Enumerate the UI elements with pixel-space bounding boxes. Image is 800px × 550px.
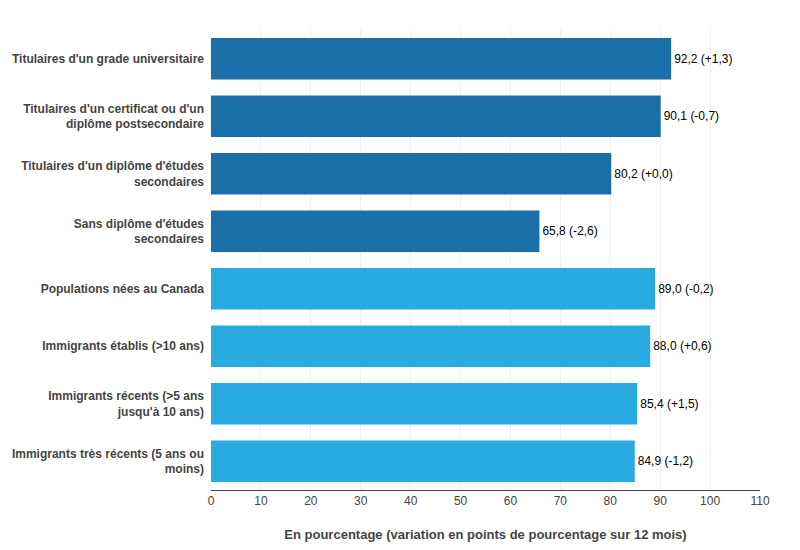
svg-text:40: 40 xyxy=(404,494,418,508)
svg-text:110: 110 xyxy=(750,494,769,508)
svg-text:En pourcentage (variation en p: En pourcentage (variation en points de p… xyxy=(284,527,686,542)
svg-text:Immigrants établis (>10 ans): Immigrants établis (>10 ans) xyxy=(42,339,204,353)
svg-text:Immigrants très récents (5 ans: Immigrants très récents (5 ans oumoins) xyxy=(12,447,204,477)
svg-text:90,1 (-0,7): 90,1 (-0,7) xyxy=(664,109,719,123)
svg-text:60: 60 xyxy=(504,494,518,508)
svg-text:80: 80 xyxy=(604,494,618,508)
svg-text:80,2 (+0,0): 80,2 (+0,0) xyxy=(614,167,672,181)
svg-text:30: 30 xyxy=(354,494,368,508)
svg-text:84,9 (-1,2): 84,9 (-1,2) xyxy=(638,454,693,468)
svg-text:88,0 (+0,6): 88,0 (+0,6) xyxy=(653,339,711,353)
svg-text:65,8 (-2,6): 65,8 (-2,6) xyxy=(542,224,597,238)
svg-text:Titulaires d'un grade universi: Titulaires d'un grade universitaire xyxy=(12,52,204,66)
svg-text:20: 20 xyxy=(304,494,318,508)
svg-text:Titulaires d'un certificat ou: Titulaires d'un certificat ou d'undiplôm… xyxy=(23,102,204,132)
svg-text:Populations nées au Canada: Populations nées au Canada xyxy=(41,282,205,296)
svg-text:Immigrants récents (>5 ansjusq: Immigrants récents (>5 ansjusqu'à 10 ans… xyxy=(48,389,204,419)
svg-text:Sans diplôme d'étudessecondair: Sans diplôme d'étudessecondaires xyxy=(74,217,205,247)
svg-text:89,0 (-0,2): 89,0 (-0,2) xyxy=(658,282,713,296)
svg-text:0: 0 xyxy=(208,494,215,508)
svg-text:85,4 (+1,5): 85,4 (+1,5) xyxy=(640,397,698,411)
svg-text:92,2 (+1,3): 92,2 (+1,3) xyxy=(674,52,732,66)
svg-text:Titulaires d'un diplôme d'étud: Titulaires d'un diplôme d'étudessecondai… xyxy=(21,159,204,189)
svg-text:100: 100 xyxy=(700,494,720,508)
svg-text:50: 50 xyxy=(454,494,468,508)
svg-text:10: 10 xyxy=(254,494,268,508)
svg-text:70: 70 xyxy=(554,494,568,508)
svg-text:90: 90 xyxy=(654,494,668,508)
